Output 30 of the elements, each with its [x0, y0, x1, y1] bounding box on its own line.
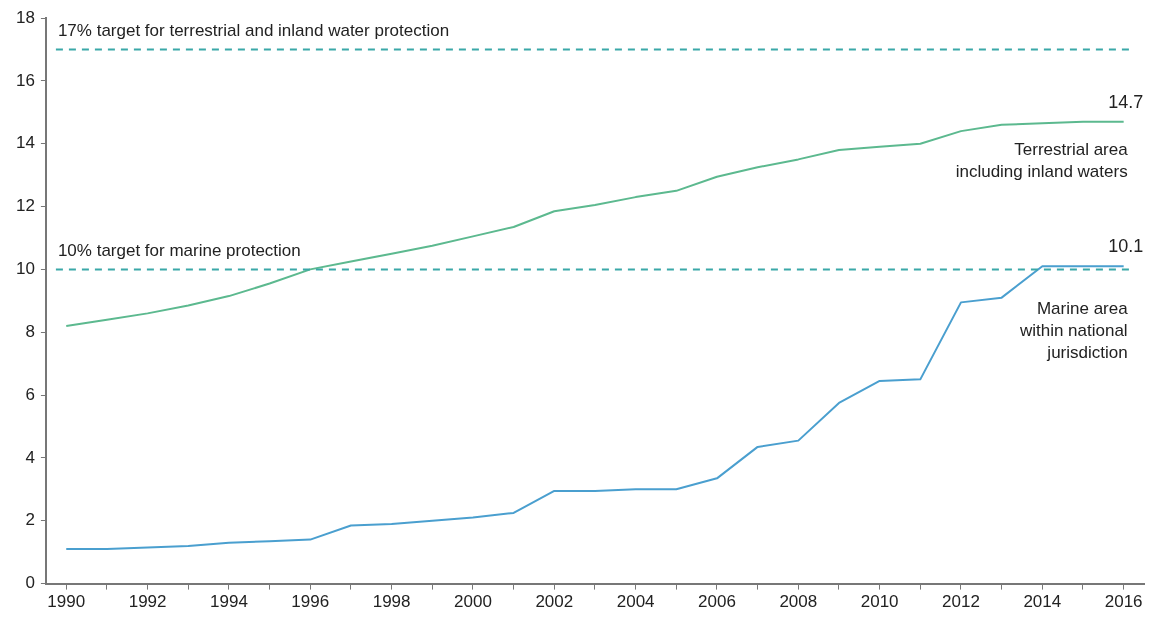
y-tick-label: 2 [25, 510, 35, 530]
data-label: 14.7 [1108, 91, 1144, 112]
x-tick-label: 2000 [454, 592, 492, 612]
y-tick-label: 18 [15, 7, 35, 27]
y-tick-label: 14 [15, 133, 35, 153]
x-tick-label: 2006 [698, 592, 736, 612]
data-label: 10.1 [1108, 236, 1144, 257]
x-tick-label: 2010 [860, 592, 899, 612]
x-tick-label: 2012 [942, 592, 980, 612]
x-tick-label: 1994 [210, 592, 248, 612]
ref-line-label: 10% target for marine protection [57, 240, 301, 260]
x-tick-label: 2008 [779, 592, 818, 612]
x-tick-label: 2002 [535, 592, 574, 612]
series-label: Marine area within national jurisdiction [1018, 299, 1129, 363]
x-tick-label: 1998 [372, 592, 411, 612]
y-tick-label: 12 [15, 196, 35, 216]
ref-line-label: 17% target for terrestrial and inland water protection [57, 20, 450, 40]
y-tick-label: 8 [25, 321, 35, 341]
y-tick-label: 6 [25, 384, 35, 404]
x-tick-label: 1990 [47, 592, 86, 612]
x-tick-label: 2004 [616, 592, 655, 612]
x-tick-label: 2016 [1104, 592, 1143, 612]
x-tick-label: 1996 [291, 592, 330, 612]
y-tick-label: 0 [25, 573, 35, 593]
series-label: Terrestrial area including inland waters [955, 139, 1129, 181]
y-tick-label: 4 [25, 447, 35, 467]
x-tick-label: 2014 [1023, 592, 1062, 612]
x-tick-label: 1992 [128, 592, 167, 612]
y-tick-label: 10 [15, 259, 35, 279]
y-tick-label: 16 [15, 70, 35, 90]
